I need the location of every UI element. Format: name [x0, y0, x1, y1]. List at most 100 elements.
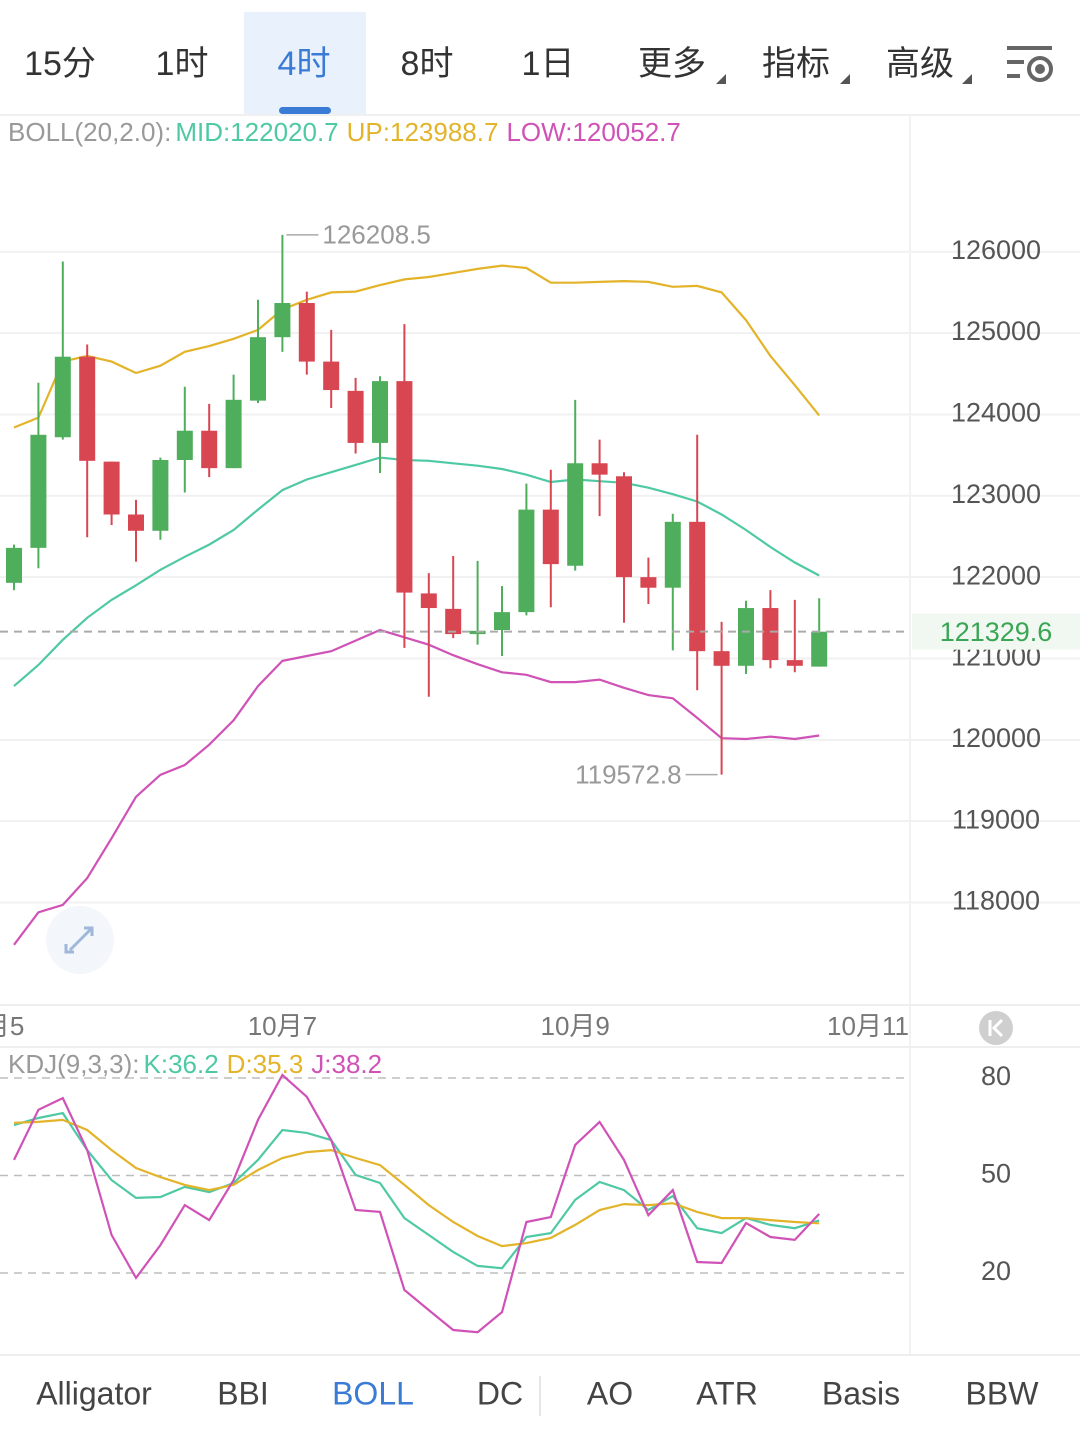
candle-body: [786, 660, 803, 666]
candle-body: [445, 608, 462, 635]
legend-title: KDJ(9,3,3):: [8, 1049, 140, 1079]
active-tab-bg: [244, 12, 366, 115]
min-label: 119572.8: [575, 759, 682, 789]
dropdown-caret[interactable]: [716, 74, 726, 84]
candle-body: [103, 461, 120, 515]
candle-body: [128, 514, 144, 531]
y-tick-label: 50: [981, 1159, 1011, 1189]
candle-body: [347, 390, 364, 443]
expand-icon: [64, 926, 94, 954]
timeframe-tab[interactable]: 8时: [401, 45, 454, 83]
series-line: [13, 628, 820, 946]
legend-entry: J:38.2: [311, 1049, 382, 1079]
active-tab-indicator: [279, 107, 331, 114]
y-tick-label: 126000: [951, 235, 1041, 265]
candle-body: [738, 608, 754, 666]
y-tick-label: 122000: [951, 560, 1041, 590]
legend-entry: D:35.3: [227, 1049, 304, 1079]
indicator-tab[interactable]: BBI: [217, 1375, 269, 1411]
y-tick-label: 119000: [952, 804, 1040, 834]
timeframe-tab[interactable]: 指标: [762, 45, 830, 83]
x-tick-label: 10月9: [541, 1011, 610, 1041]
candle-body: [396, 381, 413, 593]
candle-body: [6, 547, 22, 583]
x-tick-label: 10月5: [0, 1011, 24, 1041]
legend: KDJ(9,3,3): K:36.2 D:35.3 J:38.2: [8, 1049, 382, 1079]
candle-body: [689, 521, 706, 652]
indicator-tab[interactable]: BOLL: [332, 1375, 414, 1411]
candle-body: [420, 593, 437, 609]
candle-body: [372, 381, 388, 443]
indicator-tab[interactable]: ATR: [696, 1375, 758, 1411]
candle-body: [591, 463, 608, 475]
y-tick-label: 120000: [951, 723, 1041, 753]
legend-entry: K:36.2: [144, 1049, 219, 1079]
plot-area: [6, 234, 828, 946]
indicator-tab[interactable]: BBW: [966, 1375, 1040, 1411]
icon-gear-center: [1035, 64, 1045, 74]
timeframe-tab[interactable]: 高级: [886, 45, 954, 83]
icon-gear: [1027, 56, 1053, 82]
dropdown-caret[interactable]: [840, 74, 850, 84]
candle-body: [811, 631, 828, 667]
series-line: [13, 1118, 820, 1248]
indicator-tab[interactable]: AO: [587, 1375, 633, 1411]
indicator-tab[interactable]: Alligator: [36, 1375, 152, 1411]
plot-area: [13, 1073, 821, 1334]
candle-body: [518, 509, 535, 613]
dropdown-caret[interactable]: [962, 74, 972, 84]
timeframe-tab[interactable]: 更多: [638, 45, 706, 83]
candle-body: [298, 303, 315, 362]
candle-body: [201, 430, 218, 469]
candle-body: [542, 509, 559, 565]
y-tick-label: 20: [981, 1256, 1011, 1286]
candle-body: [713, 651, 730, 666]
y-tick-label: 123000: [951, 479, 1041, 509]
max-label: 126208.5: [322, 220, 430, 250]
y-tick-label: 125000: [951, 316, 1041, 346]
timeframe-tab[interactable]: 15分: [24, 45, 96, 83]
x-tick-label: 10月11: [827, 1011, 909, 1041]
series-line: [13, 1073, 821, 1334]
candle-body: [176, 430, 193, 461]
candle-body: [152, 460, 169, 531]
series-line: [13, 456, 820, 687]
candle-body: [664, 521, 681, 588]
legend-entry: LOW:120052.7: [506, 117, 680, 147]
legend-entry: MID:122020.7: [175, 117, 338, 147]
chart-layer: 15分 1时 4时 8时 1日 更多 指标 高级 Alligator BBI BOLL DC AO ATR…: [0, 45, 1080, 1411]
y-tick-label: 118000: [952, 886, 1040, 916]
timeframe-tab[interactable]: 1时: [156, 45, 209, 83]
indicator-tab[interactable]: Basis: [822, 1375, 900, 1411]
candle-body: [323, 361, 340, 391]
settings-icon[interactable]: [1007, 46, 1053, 82]
x-tick-label: 10月7: [248, 1011, 317, 1041]
candle-body: [616, 476, 632, 578]
candle-body: [225, 399, 242, 469]
candle-body: [567, 463, 584, 566]
legend-entry: UP:123988.7: [347, 117, 499, 147]
expand-button[interactable]: [46, 906, 114, 974]
legend: BOLL(20,2.0): MID:122020.7 UP:123988.7 LOW:…: [8, 117, 681, 147]
scroll-latest-button[interactable]: [979, 1011, 1013, 1045]
series-line: [13, 1111, 820, 1270]
candle-body: [250, 337, 266, 401]
last-price-box: [912, 613, 1080, 650]
candle-body: [54, 356, 71, 438]
candle-body: [79, 356, 96, 461]
last-price-label: 121329.6: [940, 617, 1053, 647]
candle-body: [494, 612, 510, 631]
timeframe-tab[interactable]: 1日: [522, 45, 575, 83]
timeframe-tab[interactable]: 4时: [278, 45, 331, 83]
y-tick-label: 124000: [951, 398, 1041, 428]
indicator-tab[interactable]: DC: [477, 1375, 523, 1411]
candle-body: [640, 577, 657, 588]
candle-body: [274, 303, 291, 338]
candle-body: [30, 434, 47, 548]
scroll-latest-icon: [988, 1018, 1004, 1038]
legend-title: BOLL(20,2.0):: [8, 117, 171, 147]
y-tick-label: 80: [981, 1061, 1011, 1091]
